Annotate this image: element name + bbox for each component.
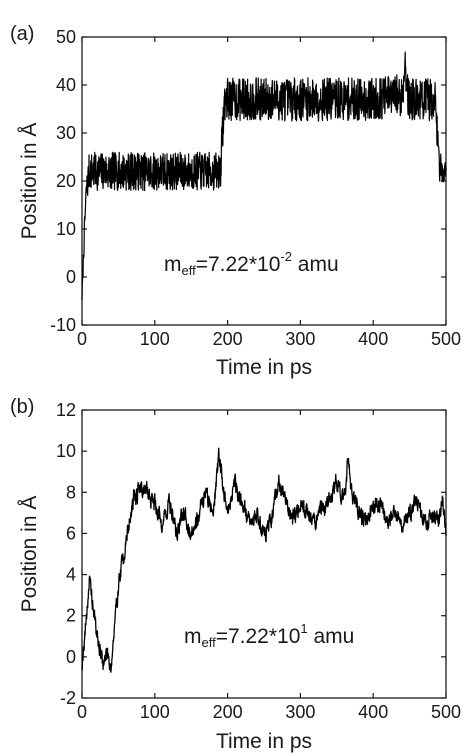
panel-label-a: (a) [10, 23, 34, 45]
plot-frame-b [81, 409, 447, 699]
x-tick-label: 400 [358, 702, 388, 722]
x-tick-label: 0 [77, 702, 87, 722]
y-tick-label: 12 [56, 400, 76, 420]
x-axis-label-b: Time in ps [216, 730, 312, 753]
y-tick-label: 6 [66, 523, 76, 543]
panel-label-b: (b) [10, 396, 34, 418]
x-tick-label: 500 [431, 702, 461, 722]
x-tick-label: 100 [140, 702, 170, 722]
annotation-a-sub: eff [182, 263, 197, 278]
y-tick-label: 10 [56, 441, 76, 461]
x-tick-label: 500 [431, 329, 461, 349]
annotation-a: meff=7.22*10-2 amu [164, 249, 339, 278]
y-tick-label: 4 [66, 565, 76, 585]
y-tick-label: 20 [56, 171, 76, 191]
y-tick-label: 2 [66, 606, 76, 626]
y-tick-label: -10 [50, 315, 76, 335]
y-tick-label: 10 [56, 219, 76, 239]
x-tick-label: 0 [77, 329, 87, 349]
x-tick-label: 200 [213, 329, 243, 349]
y-tick-label: 0 [66, 267, 76, 287]
x-axis-label-a: Time in ps [216, 356, 312, 379]
y-tick-label: 40 [56, 75, 76, 95]
position-series-line-b [81, 447, 447, 673]
x-tick-label: 200 [213, 702, 243, 722]
y-tick-label: 0 [66, 647, 76, 667]
annotation-a-unit: amu [292, 253, 339, 276]
y-tick-label: 8 [66, 482, 76, 502]
y-tick-label: 50 [56, 27, 76, 47]
y-axis-label-b: Position in Å [18, 496, 41, 613]
x-tick-label: 300 [285, 702, 315, 722]
y-tick-label: 30 [56, 123, 76, 143]
x-tick-label: 100 [140, 329, 170, 349]
x-tick-label: 300 [285, 329, 315, 349]
position-series-line-a [81, 51, 447, 300]
annotation-b-base: m [184, 625, 202, 648]
annotation-b-unit: amu [308, 625, 355, 648]
y-axis-label-a: Position in Å [18, 123, 41, 240]
annotation-b-exp: 1 [300, 621, 307, 636]
annotation-a-text: =7.22*10 [196, 253, 281, 276]
x-tick-label: 400 [358, 329, 388, 349]
annotation-b: meff=7.22*101 amu [184, 621, 354, 650]
y-tick-label: -2 [60, 688, 76, 708]
annotation-b-sub: eff [202, 635, 217, 650]
annotation-b-text: =7.22*10 [216, 625, 301, 648]
annotation-a-base: m [164, 253, 182, 276]
annotation-a-exp: -2 [280, 249, 292, 264]
